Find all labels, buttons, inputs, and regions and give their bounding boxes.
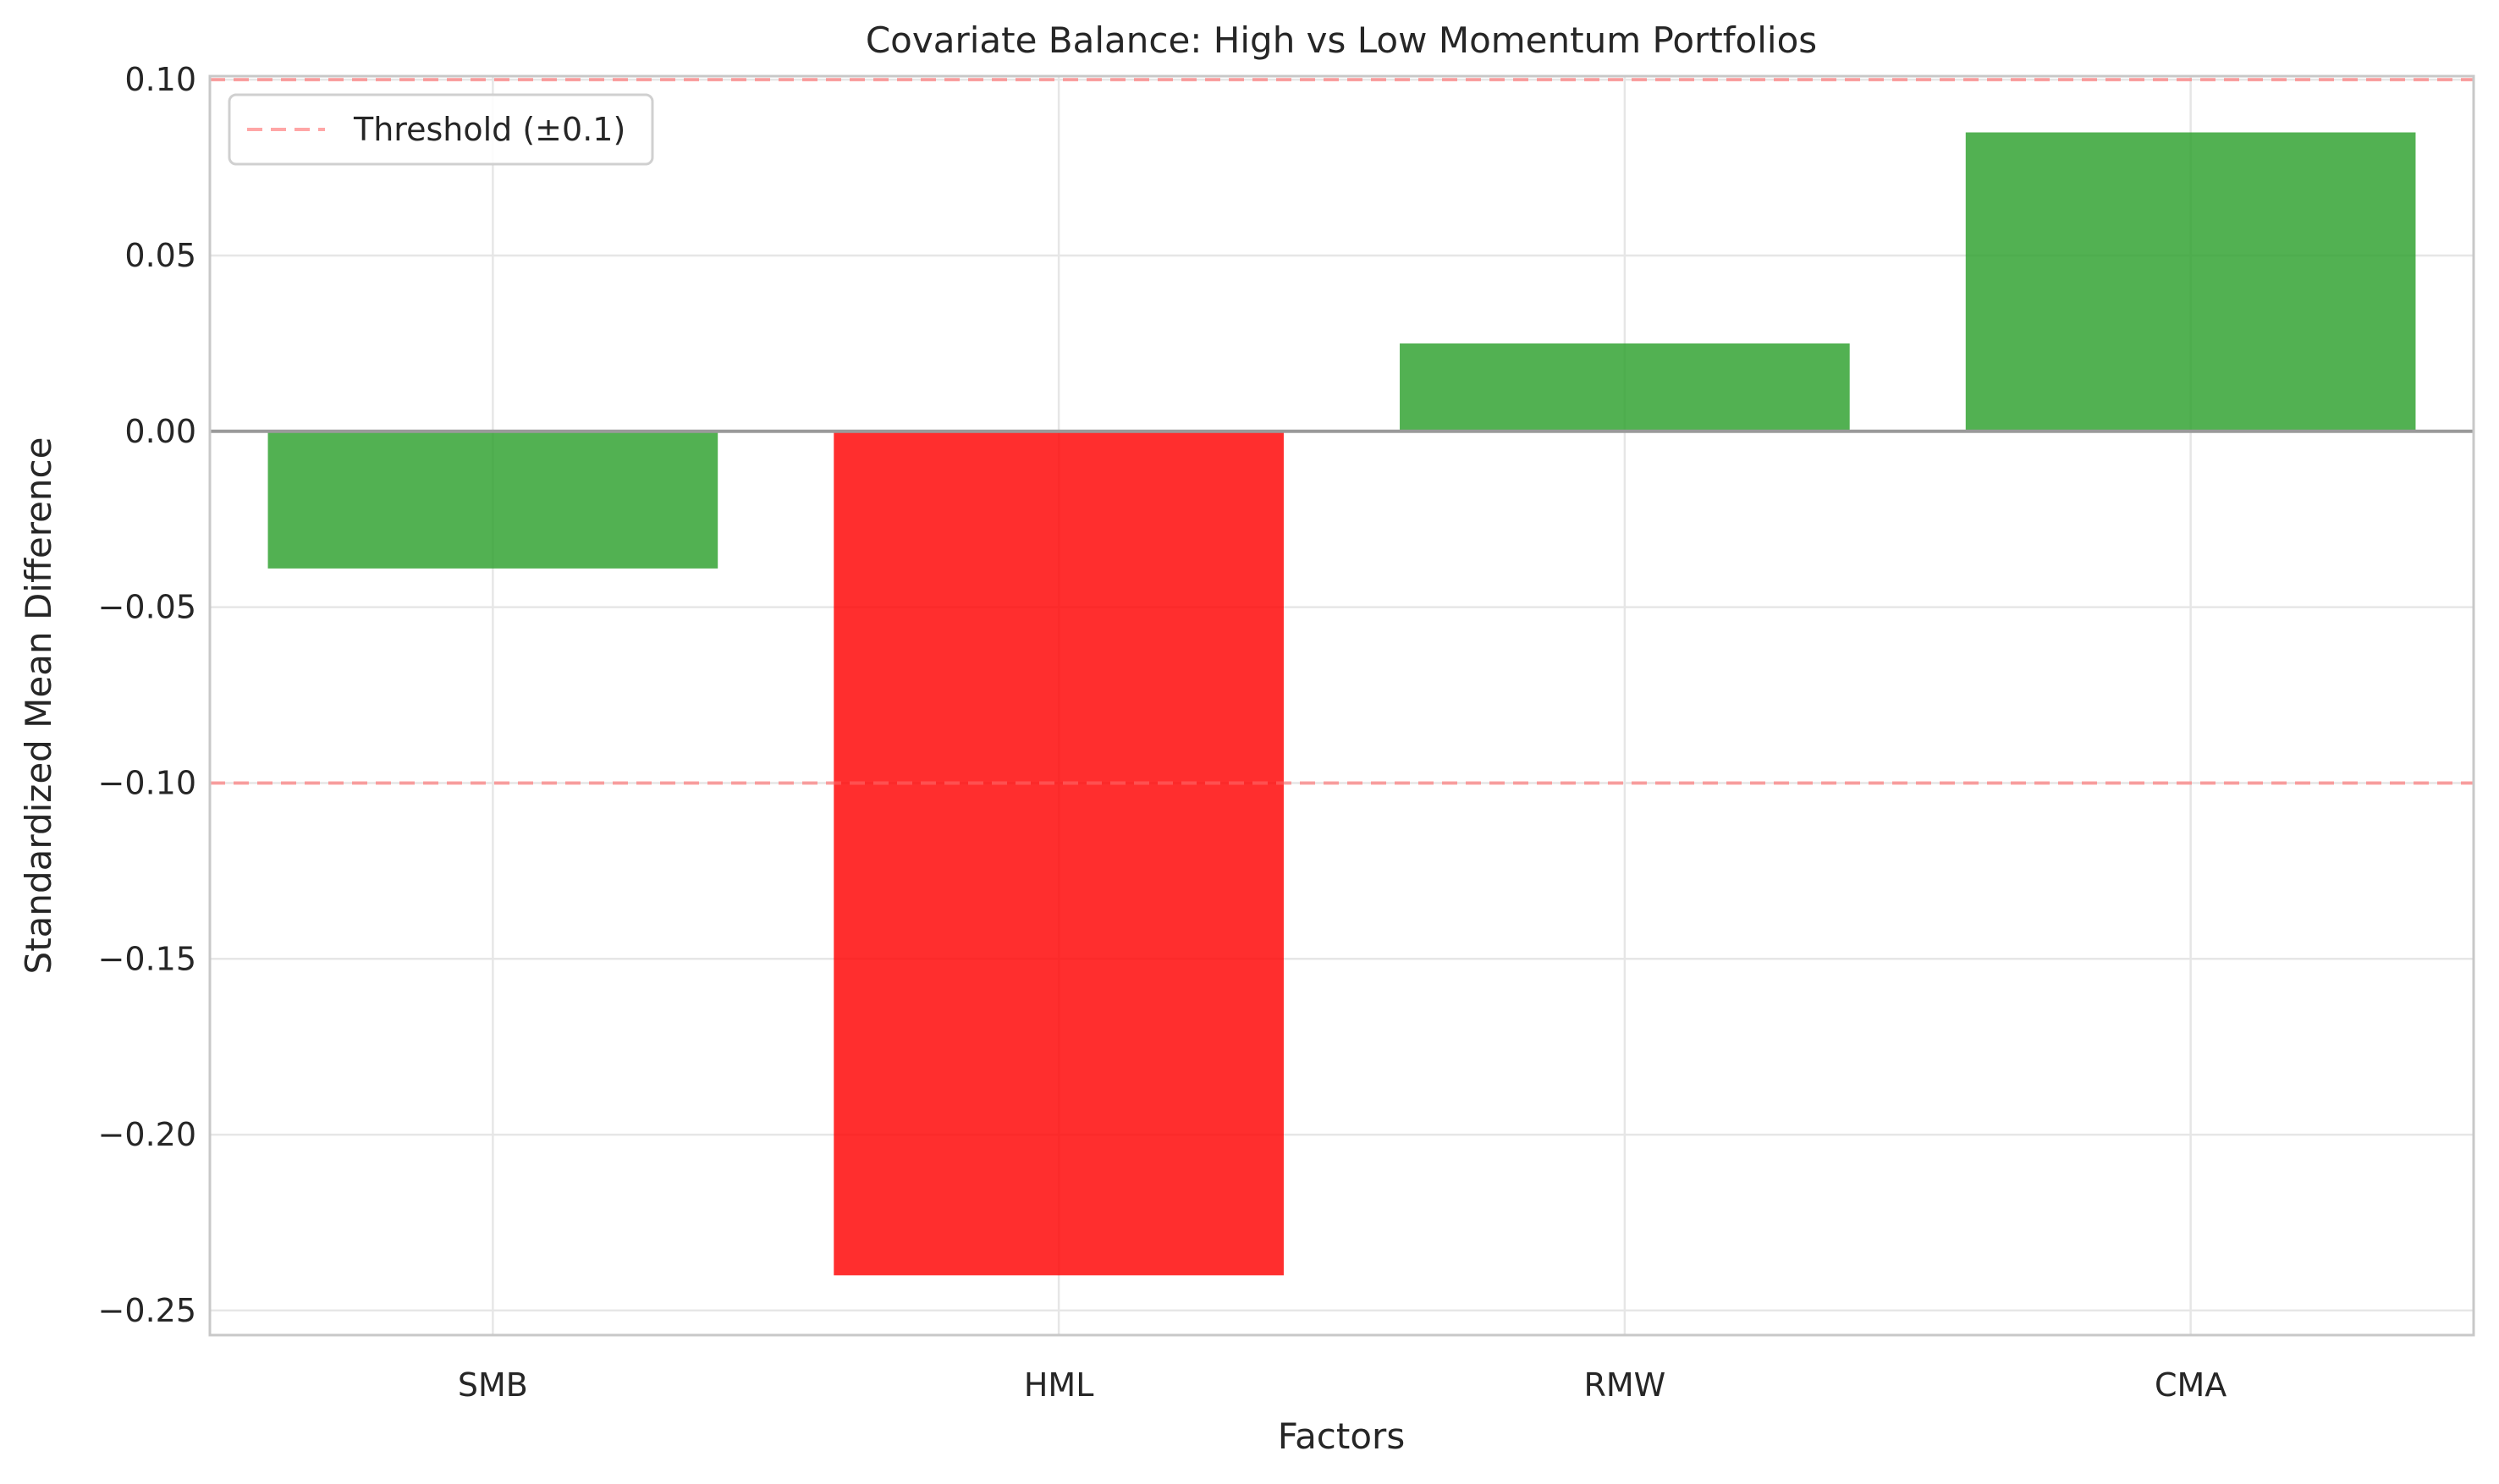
y-tick-label: −0.05: [98, 589, 196, 626]
y-tick-labels: 0.10 0.05 0.00 −0.05 −0.10 −0.15 −0.20 −0.25: [98, 61, 196, 1329]
bar-hml: [834, 431, 1284, 1276]
x-axis-label: Factors: [1278, 1415, 1405, 1457]
plot-frame: [208, 74, 2475, 1337]
x-tick-label-cma: CMA: [2155, 1366, 2227, 1404]
x-tick-labels: SMB HML RMW CMA: [458, 1366, 2227, 1404]
x-tick-label-rmw: RMW: [1583, 1366, 1665, 1404]
x-tick-label-hml: HML: [1024, 1366, 1094, 1404]
x-tick-label-smb: SMB: [458, 1366, 528, 1404]
bar-cma: [1965, 132, 2416, 431]
legend-threshold-label: Threshold (±0.1): [353, 111, 625, 148]
bar-rmw: [1400, 343, 1850, 431]
reference-lines: [210, 78, 2474, 785]
y-tick-label: −0.10: [98, 764, 196, 801]
legend-box: [228, 93, 654, 166]
y-tick-label: −0.20: [98, 1116, 196, 1153]
y-tick-label: 0.10: [124, 61, 196, 98]
y-axis-label: Standardized Mean Difference: [18, 437, 59, 975]
y-tick-label: −0.15: [98, 940, 196, 977]
legend: Threshold (±0.1): [228, 93, 654, 166]
y-tick-label: −0.25: [98, 1292, 196, 1329]
chart-title: Covariate Balance: High vs Low Momentum …: [866, 19, 1817, 61]
y-tick-label: 0.05: [124, 237, 196, 274]
bar-smb: [267, 431, 718, 569]
y-tick-label: 0.00: [124, 413, 196, 450]
bars: [267, 132, 2416, 1276]
